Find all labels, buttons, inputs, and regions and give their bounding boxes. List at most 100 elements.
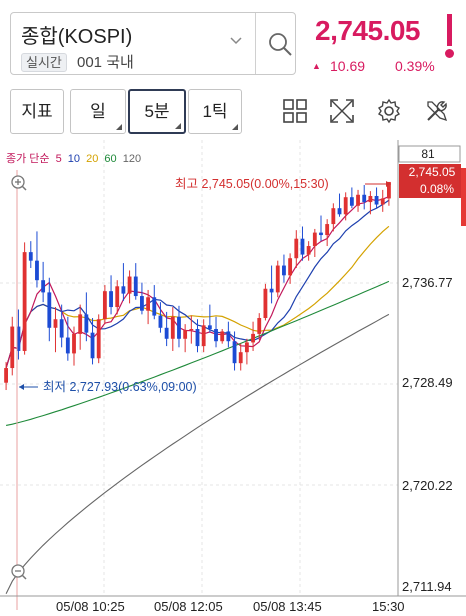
- candle-body: [22, 252, 27, 351]
- candle-body: [349, 197, 354, 206]
- candle-body: [195, 329, 200, 347]
- candle-body: [362, 194, 367, 203]
- chart-grid: [0, 140, 398, 596]
- symbol-name[interactable]: 종합(KOSPI): [21, 26, 133, 48]
- price-chart[interactable]: 81 2,745.05 0.08% 최고 2,745.05(0.00%,15:3…: [0, 140, 466, 616]
- candle-body: [121, 286, 126, 294]
- fullscreen-icon[interactable]: [329, 98, 355, 124]
- candle-body: [47, 292, 52, 328]
- low-annotation: 최저 2,727.93(0.63%,09:00): [43, 380, 197, 394]
- indicator-button[interactable]: 지표: [10, 89, 64, 134]
- candle-body: [90, 332, 95, 359]
- price-strength-bar: [447, 14, 452, 46]
- realtime-badge: 실시간: [21, 53, 67, 72]
- candle-body: [189, 329, 194, 331]
- gear-icon[interactable]: [376, 98, 402, 124]
- price-change-pct: 0.39%: [395, 58, 435, 74]
- candle-body: [356, 194, 360, 206]
- candles: [4, 181, 391, 391]
- chevron-down-icon[interactable]: [229, 33, 243, 47]
- symbol-code: 001 국내: [77, 54, 134, 71]
- candle-body: [96, 319, 101, 359]
- moving-average-lines: [5, 196, 390, 595]
- candle-body: [72, 333, 76, 354]
- candle-body: [331, 208, 336, 225]
- candle-body: [300, 238, 305, 255]
- candle-body: [10, 326, 15, 369]
- zoom-in-icon[interactable]: [11, 175, 27, 191]
- dropdown-corner-icon: [232, 124, 238, 130]
- ma20-line: [5, 225, 390, 369]
- candle-body: [288, 258, 293, 276]
- candle-body: [232, 341, 237, 364]
- candle-body: [41, 280, 46, 293]
- period-day-button[interactable]: 일: [70, 89, 126, 134]
- candle-body: [78, 314, 83, 334]
- y-tick-label: 2,728.49: [402, 375, 453, 390]
- candle-body: [325, 224, 330, 236]
- candle-body: [84, 314, 89, 333]
- y-tick-label: 2,736.77: [402, 275, 453, 290]
- price-strength-dot: [445, 49, 454, 58]
- candle-body: [214, 329, 218, 342]
- candle-body: [28, 252, 33, 261]
- candle-body: [269, 288, 274, 293]
- current-price: 2,745.05: [315, 15, 421, 46]
- candle-body: [183, 330, 188, 339]
- candle-body: [207, 325, 212, 330]
- current-pct-label: 0.08%: [420, 182, 454, 196]
- candle-body: [146, 297, 151, 311]
- zoom-out-icon[interactable]: [11, 564, 27, 580]
- legend-title: 종가 단순: [6, 153, 50, 165]
- divider: [255, 13, 256, 74]
- layout-grid-icon[interactable]: [282, 98, 308, 124]
- symbol-search-box[interactable]: 종합(KOSPI) 실시간 001 국내: [10, 12, 296, 75]
- legend-ma-20: 20: [86, 153, 99, 165]
- candle-body: [374, 195, 379, 205]
- candle-body: [257, 318, 262, 334]
- candle-body: [380, 198, 385, 205]
- candle-body: [386, 181, 391, 199]
- search-icon[interactable]: [267, 31, 293, 57]
- dropdown-corner-icon: [175, 123, 181, 129]
- candle-body: [16, 326, 21, 351]
- period-day-label: 일: [90, 102, 106, 121]
- candle-body: [294, 238, 299, 259]
- current-price-label: 2,745.05: [409, 165, 456, 179]
- candle-body: [152, 297, 157, 316]
- candle-body: [226, 331, 231, 342]
- chart-toolbar: 지표 일 5분 1틱: [0, 86, 466, 140]
- candle-body: [263, 288, 268, 319]
- high-annotation: 최고 2,745.05(0.00%,15:30): [175, 177, 329, 191]
- candle-body: [306, 246, 311, 255]
- candle-body: [53, 319, 58, 328]
- tools-icon[interactable]: [424, 98, 450, 124]
- quote-header: 종합(KOSPI) 실시간 001 국내 2,745.05 ▲ 10.69 0.…: [0, 0, 466, 84]
- period-tick-label: 1틱: [202, 102, 228, 121]
- candle-body: [65, 337, 70, 354]
- dropdown-corner-icon: [116, 124, 122, 130]
- y-tick-label: 2,720.22: [402, 478, 453, 493]
- y-tick-label: 2,711.94: [402, 579, 452, 594]
- up-arrow-icon: ▲: [312, 61, 321, 71]
- x-tick-label: 15:30: [372, 599, 405, 614]
- period-5min-button[interactable]: 5분: [128, 89, 186, 134]
- candle-body: [251, 333, 255, 343]
- legend-ma-60: 60: [104, 153, 117, 165]
- top-value-box: [398, 145, 461, 163]
- candle-body: [170, 316, 175, 339]
- candle-body: [109, 291, 113, 308]
- candle-body: [35, 260, 39, 281]
- candle-body: [220, 331, 225, 342]
- candle-body: [275, 265, 280, 293]
- candle-body: [312, 232, 317, 247]
- current-price-box: [399, 164, 461, 198]
- period-tick-button[interactable]: 1틱: [188, 89, 242, 134]
- candle-body: [244, 342, 249, 353]
- period-5min-label: 5분: [144, 102, 170, 121]
- top-value: 81: [421, 147, 435, 161]
- price-change: 10.69: [330, 58, 366, 74]
- legend-ma-5: 5: [55, 153, 62, 165]
- candle-body: [337, 208, 342, 215]
- candle-body: [164, 327, 169, 339]
